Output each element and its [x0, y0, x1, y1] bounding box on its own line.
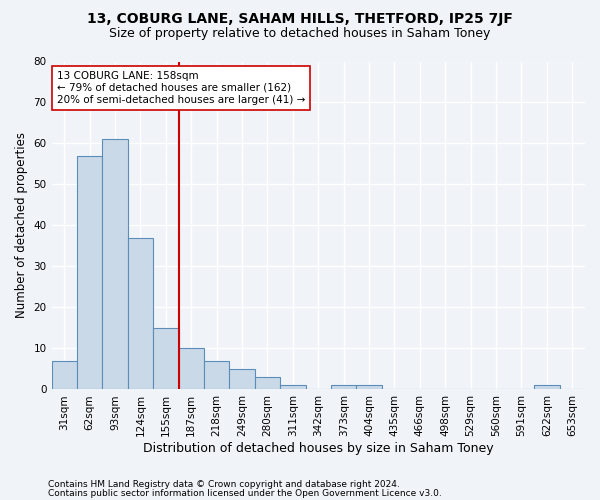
Bar [128, 238, 153, 390]
Text: Contains HM Land Registry data © Crown copyright and database right 2024.: Contains HM Land Registry data © Crown c… [48, 480, 400, 489]
Y-axis label: Number of detached properties: Number of detached properties [15, 132, 28, 318]
Bar [204, 361, 229, 390]
Bar [331, 386, 356, 390]
X-axis label: Distribution of detached houses by size in Saham Toney: Distribution of detached houses by size … [143, 442, 494, 455]
Text: Size of property relative to detached houses in Saham Toney: Size of property relative to detached ho… [109, 28, 491, 40]
Bar [356, 386, 382, 390]
Bar [103, 140, 128, 390]
Bar [153, 328, 179, 390]
Text: 13 COBURG LANE: 158sqm
← 79% of detached houses are smaller (162)
20% of semi-de: 13 COBURG LANE: 158sqm ← 79% of detached… [57, 72, 305, 104]
Bar [534, 386, 560, 390]
Bar [229, 369, 255, 390]
Text: Contains public sector information licensed under the Open Government Licence v3: Contains public sector information licen… [48, 488, 442, 498]
Bar [52, 361, 77, 390]
Bar [280, 386, 305, 390]
Text: 13, COBURG LANE, SAHAM HILLS, THETFORD, IP25 7JF: 13, COBURG LANE, SAHAM HILLS, THETFORD, … [87, 12, 513, 26]
Bar [77, 156, 103, 390]
Bar [179, 348, 204, 390]
Bar [255, 377, 280, 390]
